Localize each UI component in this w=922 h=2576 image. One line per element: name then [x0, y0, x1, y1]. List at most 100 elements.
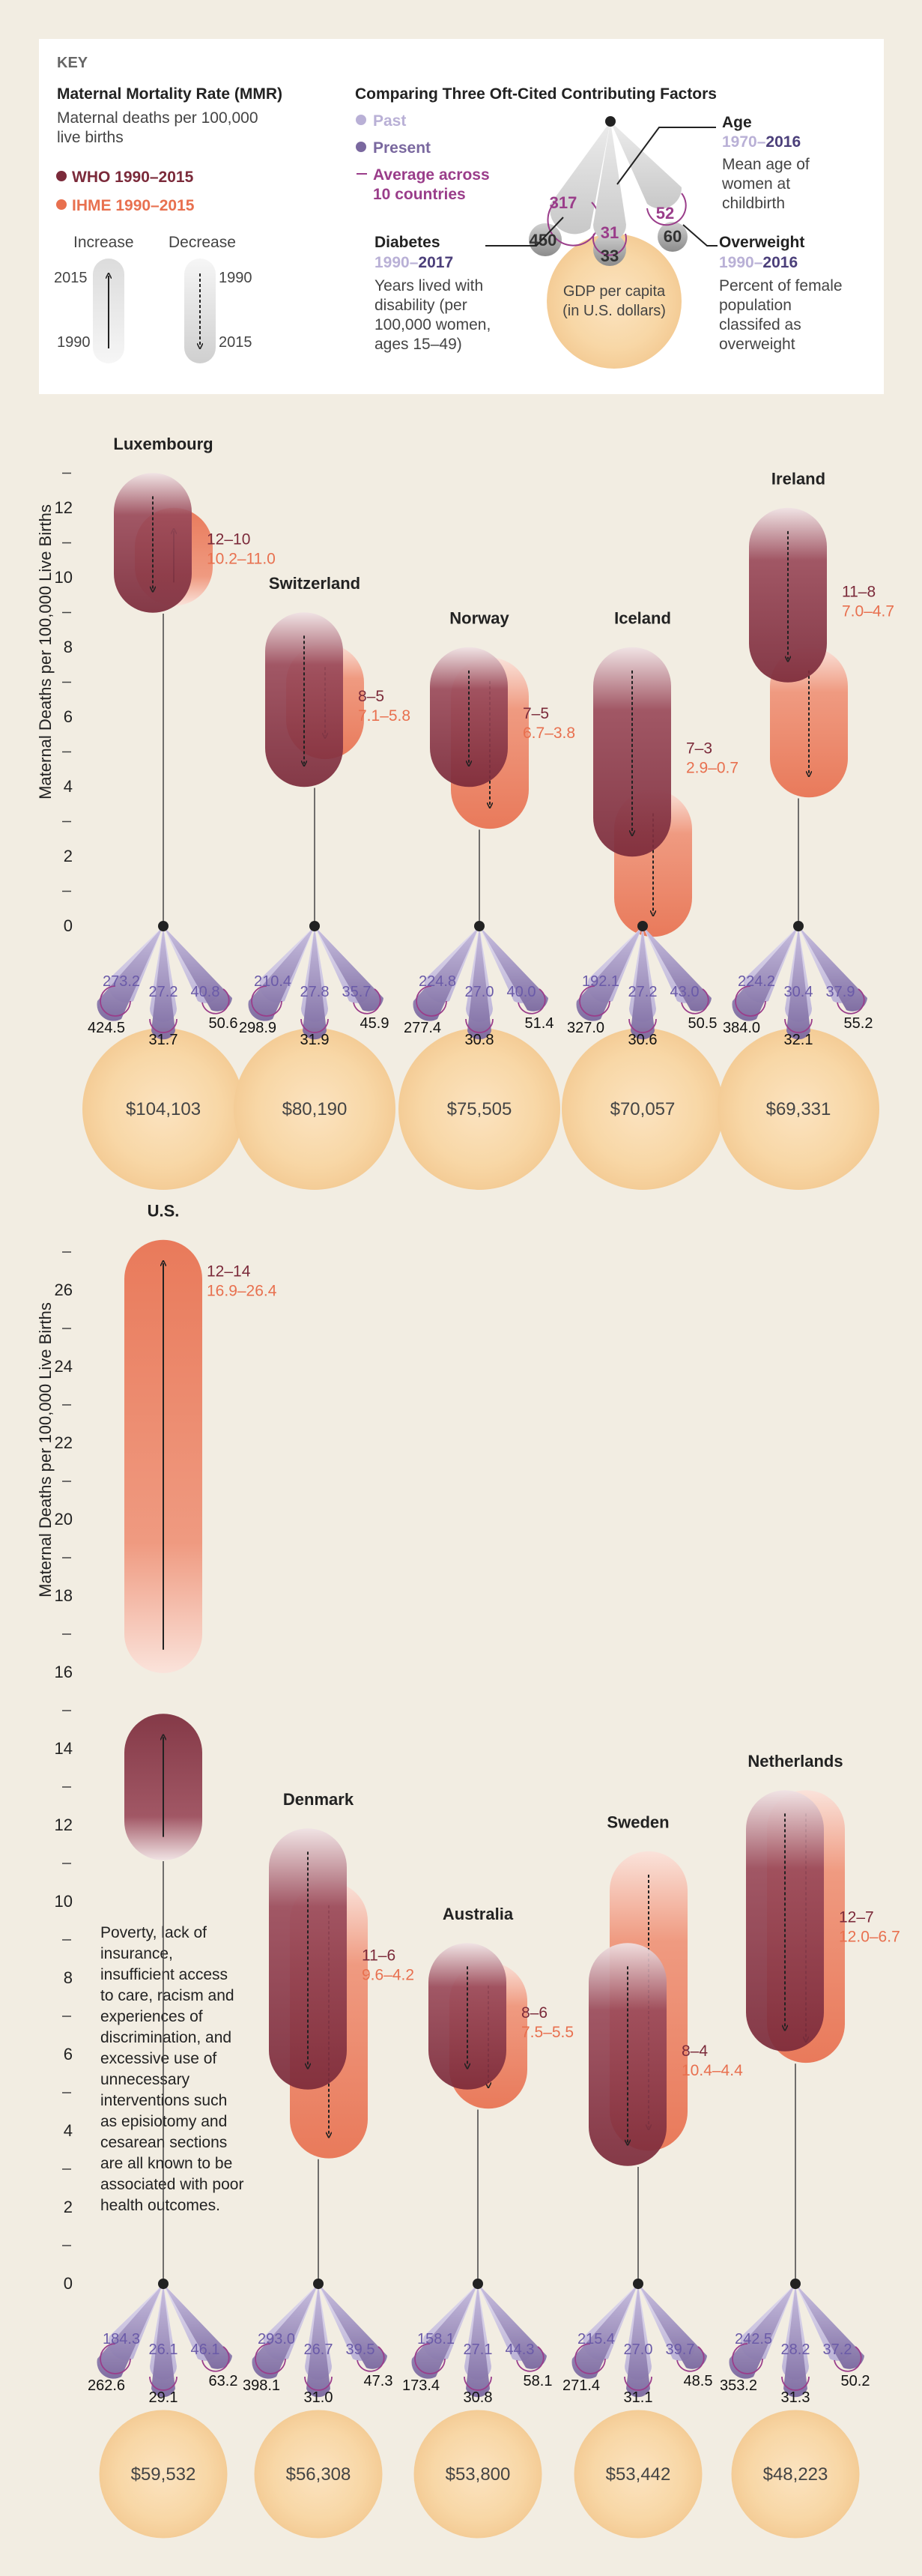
y-tick-label: 6	[64, 707, 73, 726]
note-line-14: health outcomes.	[100, 2197, 220, 2214]
ireland-gdp-circle	[718, 1028, 879, 1190]
switzerland-overweight-present-value: 45.9	[360, 1015, 389, 1032]
luxembourg-who-bar	[114, 473, 192, 613]
australia-age-present-petal	[466, 2284, 490, 2398]
norway-diabetes-past-value: 224.8	[419, 973, 456, 990]
netherlands-overweight-present-value: 50.2	[841, 2373, 870, 2389]
sweden-age-past-value: 27.0	[624, 2341, 653, 2358]
ireland-overweight-present-value: 55.2	[844, 1015, 873, 1032]
age-desc-1: Mean age of	[722, 156, 810, 173]
y-tick-label: 4	[64, 2121, 73, 2140]
age-desc-2: women at	[721, 175, 790, 193]
age-leader-line	[616, 127, 716, 185]
us-ihme-range-label: 16.9–26.4	[207, 1283, 277, 1300]
netherlands-diabetes-present-petal	[729, 2284, 795, 2379]
denmark-age-past-value: 26.7	[304, 2341, 333, 2358]
norway-center-dot	[474, 921, 485, 931]
netherlands-age-past-value: 28.2	[781, 2341, 810, 2358]
sample-petal-diabetes	[550, 121, 610, 235]
who-legend-label: WHO 1990–2015	[72, 169, 194, 186]
iceland-diabetes-present-petal	[576, 926, 643, 1021]
ireland-country-name: Ireland	[771, 470, 825, 489]
note-line-3: insufficient access	[100, 1966, 228, 1983]
netherlands-diabetes-past-value: 242.5	[735, 2331, 772, 2347]
sweden-overweight-past-value: 39.7	[666, 2341, 695, 2358]
switzerland-age-average-arc	[300, 1018, 329, 1033]
sweden-ihme-range-label: 10.4–4.4	[682, 2062, 743, 2079]
diabetes-desc-1: Years lived with	[374, 277, 483, 294]
ireland-diabetes-present-petal	[732, 926, 798, 1021]
australia-diabetes-average-arc	[414, 2343, 446, 2374]
y-axis-title-panel-2: Maternal Deaths per 100,000 Live Births	[36, 1302, 55, 1597]
overweight-years-from: 1990–	[719, 254, 763, 271]
diabetes-desc-2: disability (per	[374, 297, 467, 314]
australia-overweight-present-value: 58.1	[524, 2373, 553, 2389]
y-tick-label: 2	[64, 2198, 73, 2216]
y-tick-label: 26	[55, 1281, 73, 1299]
sample-age-dot	[593, 233, 626, 266]
iceland-who-range-label: 7–3	[686, 740, 712, 758]
netherlands-center-dot	[790, 2279, 801, 2289]
ireland-overweight-past-value: 37.9	[826, 984, 855, 1000]
sample-overweight-dot	[658, 222, 688, 252]
luxembourg-overweight-average-arc	[201, 988, 230, 1015]
sweden-center-dot	[633, 2279, 643, 2289]
diabetes-title: Diabetes	[374, 234, 440, 251]
denmark-diabetes-average-arc	[255, 2343, 286, 2374]
ireland-overweight-present-petal	[798, 926, 867, 1012]
overweight-title: Overweight	[719, 234, 804, 251]
iceland-ihme-range-label: 2.9–0.7	[686, 760, 738, 777]
decrease-label: Decrease	[169, 234, 236, 251]
ireland-diabetes-present-value: 384.0	[723, 1020, 760, 1036]
norway-who-bar	[430, 647, 508, 787]
sample-petal-overweight	[610, 121, 682, 209]
y-tick-label: 0	[64, 916, 73, 935]
netherlands-ihme-range-label: 12.0–6.7	[839, 1929, 900, 1946]
sweden-diabetes-present-value: 271.4	[562, 2377, 600, 2394]
switzerland-country-name: Switzerland	[269, 574, 360, 593]
who-legend-dot	[56, 171, 67, 181]
chart-marks: 02468101202468101214161820222426Luxembou…	[55, 435, 900, 2539]
ireland-age-present-petal	[786, 926, 810, 1040]
average-legend-label-2: 10 countries	[373, 186, 466, 203]
y-tick-label: 0	[64, 2274, 73, 2293]
us-center-dot	[158, 2279, 169, 2289]
y-tick-label: 16	[55, 1663, 73, 1681]
denmark-overweight-present-value: 47.3	[364, 2373, 393, 2389]
dec-top-year: 1990	[219, 270, 252, 286]
mmr-desc-1: Maternal deaths per 100,000	[57, 109, 258, 127]
netherlands-diabetes-present-value: 353.2	[720, 2377, 757, 2394]
switzerland-diabetes-present-petal	[248, 926, 315, 1021]
key-panel	[39, 39, 884, 394]
overweight-desc-4: overweight	[719, 336, 795, 353]
ireland-age-average-arc	[784, 1018, 813, 1033]
norway-overweight-present-value: 51.4	[525, 1015, 554, 1032]
denmark-country-name: Denmark	[283, 1790, 354, 1809]
key-heading: KEY	[57, 55, 88, 71]
dec-bottom-year: 2015	[219, 334, 252, 351]
y-tick-label: 6	[64, 2045, 73, 2063]
note-line-13: associated with poor	[100, 2176, 243, 2193]
note-text-block: Poverty, lack of insurance, insufficient…	[100, 1924, 243, 2214]
sample-avg-overweight	[646, 193, 687, 226]
sample-diabetes-dot	[529, 223, 562, 256]
y-tick-label: 14	[55, 1739, 73, 1758]
past-legend-label: Past	[373, 112, 406, 130]
norway-gdp-circle	[398, 1028, 560, 1190]
y-tick-label: 8	[64, 1968, 73, 1987]
switzerland-age-present-value: 31.9	[300, 1032, 330, 1048]
sample-gdp-desc-2: (in U.S. dollars)	[562, 303, 666, 319]
sweden-diabetes-average-arc	[574, 2343, 606, 2374]
iceland-country-name: Iceland	[614, 609, 671, 628]
australia-diabetes-present-petal	[411, 2284, 478, 2379]
norway-age-present-petal	[467, 926, 491, 1040]
sample-age-avg-value: 31	[601, 223, 619, 242]
luxembourg-diabetes-present-value: 424.5	[88, 1020, 125, 1036]
luxembourg-age-present-petal	[151, 926, 175, 1040]
us-who-range-label: 12–14	[207, 1263, 251, 1281]
sample-center-dot	[605, 116, 616, 127]
norway-age-present-value: 30.8	[465, 1032, 494, 1048]
overweight-years: 1990–2016	[719, 254, 798, 271]
denmark-who-range-label: 11–6	[362, 1947, 395, 1965]
luxembourg-overweight-past-value: 40.8	[191, 984, 220, 1000]
